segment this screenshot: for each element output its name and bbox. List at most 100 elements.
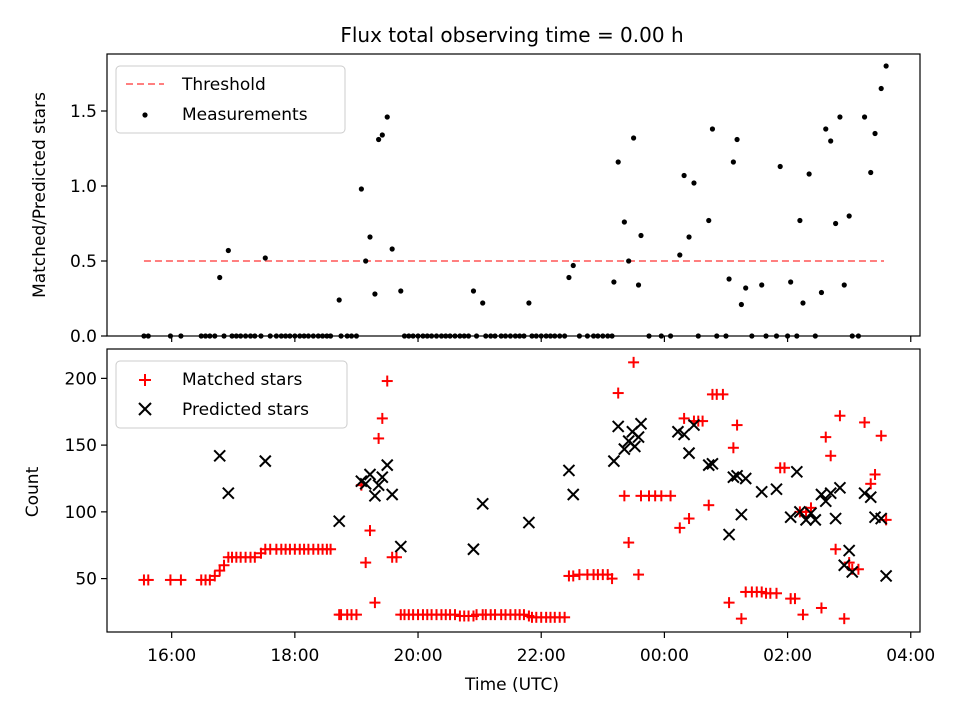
predicted-star-point: [702, 458, 715, 472]
predicted-star-point: [372, 478, 385, 492]
legend-measurements-label: Measurements: [182, 105, 308, 125]
matched-star-point: [865, 478, 877, 490]
predicted-star-point: [611, 420, 625, 433]
measurement-point: [861, 114, 868, 120]
matched-star-point: [376, 412, 388, 424]
legend-measurements-swatch: [142, 112, 148, 118]
predicted-star-point: [784, 510, 797, 524]
predicted-star-point: [677, 428, 691, 441]
measurement-point: [384, 114, 390, 120]
measurement-point: [398, 288, 404, 294]
measurement-point: [872, 130, 878, 137]
matched-star-point: [218, 559, 230, 571]
matched-star-point: [797, 609, 809, 621]
predicted-star-point: [874, 512, 888, 525]
measurement-point: [225, 247, 231, 254]
measurement-point: [800, 300, 806, 306]
matched-star-point: [606, 573, 618, 585]
predicted-star-point: [730, 469, 744, 483]
predicted-star-point: [755, 485, 768, 499]
legend-matched-label: Matched stars: [182, 370, 302, 390]
measurement-point: [709, 126, 716, 132]
predicted-star-point: [682, 446, 696, 460]
measurement-point: [730, 159, 736, 165]
predicted-star-point: [394, 540, 407, 553]
measurement-point: [743, 285, 749, 291]
matched-star-point: [655, 490, 667, 502]
measurement-point: [726, 276, 732, 282]
matched-star-point: [678, 412, 690, 424]
predicted-star-point: [770, 482, 783, 496]
predicted-star-point: [722, 528, 736, 541]
predicted-star-point: [562, 464, 576, 477]
bottom-legend: Matched stars Predicted stars: [115, 360, 348, 429]
matched-star-point: [612, 387, 624, 399]
matched-star-point: [369, 597, 381, 609]
measurement-point: [738, 301, 744, 308]
matched-star-point: [859, 416, 871, 428]
matched-star-point: [623, 537, 635, 549]
bottom-ytick-label: 100: [65, 503, 97, 523]
measurement-point: [868, 169, 874, 176]
predicted-star-point: [846, 565, 859, 579]
bottom-y-ticks: 50 100 150 200: [65, 369, 107, 590]
top-axes-frame: [106, 53, 921, 337]
matched-star-point: [567, 570, 579, 582]
measurement-point: [372, 291, 378, 297]
bottom-ytick-label: 50: [75, 570, 97, 590]
top-legend: Threshold Measurements: [115, 65, 346, 134]
matched-star-point: [683, 513, 695, 525]
matched-star-point: [518, 609, 530, 621]
matched-star-point: [360, 557, 372, 569]
matched-star-point: [449, 609, 461, 621]
measurement-point: [759, 282, 765, 288]
predicted-star-point: [381, 458, 394, 472]
matched-star-point: [175, 574, 187, 586]
top-panel: 0.0 0.5 1.0 1.5 Matched/Predicted stars Thr…: [30, 53, 921, 347]
predicted-star-point: [607, 454, 621, 468]
predicted-star-point: [634, 417, 648, 430]
predicted-star-point: [376, 470, 389, 484]
matched-star-point: [142, 574, 154, 586]
bottom-ytick-label: 200: [65, 369, 97, 389]
matched-star-point: [665, 490, 677, 502]
predicted-stars-points: [213, 417, 893, 583]
predicted-star-point: [213, 449, 226, 462]
measurement-point: [570, 262, 576, 269]
measurement-point: [686, 234, 692, 240]
matched-star-point: [789, 593, 801, 605]
predicted-star-point: [332, 514, 346, 528]
measurement-point: [841, 282, 847, 288]
legend-threshold-label: Threshold: [181, 75, 266, 95]
matched-star-point: [381, 375, 393, 387]
predicted-star-point: [467, 543, 480, 556]
measurement-point: [635, 282, 642, 288]
matched-star-point: [830, 543, 842, 555]
measurement-point: [480, 300, 486, 306]
bottom-ylabel: Count: [23, 466, 43, 517]
measurement-point: [833, 220, 839, 227]
predicted-star-point: [476, 497, 489, 511]
xtick-label: 00:00: [640, 646, 689, 666]
matched-star-point: [249, 551, 261, 563]
matched-star-point: [703, 499, 715, 511]
measurement-point: [262, 255, 268, 261]
predicted-star-point: [799, 513, 813, 527]
predicted-star-point: [833, 481, 847, 495]
measurement-point: [621, 219, 627, 225]
predicted-star-point: [628, 440, 642, 453]
measurement-point: [526, 300, 532, 306]
matched-star-point: [390, 551, 402, 563]
predicted-star-point: [824, 486, 837, 500]
matched-star-point: [727, 442, 739, 454]
measurement-point: [638, 232, 644, 239]
predicted-star-point: [739, 472, 752, 485]
matched-star-point: [559, 611, 571, 623]
predicted-star-point: [618, 442, 631, 456]
matched-star-point: [618, 490, 630, 502]
matched-star-point: [164, 574, 176, 586]
measurement-point: [806, 171, 812, 177]
measurement-point: [878, 85, 884, 92]
bottom-legend-box: [115, 360, 348, 429]
predicted-star-point: [790, 465, 804, 479]
